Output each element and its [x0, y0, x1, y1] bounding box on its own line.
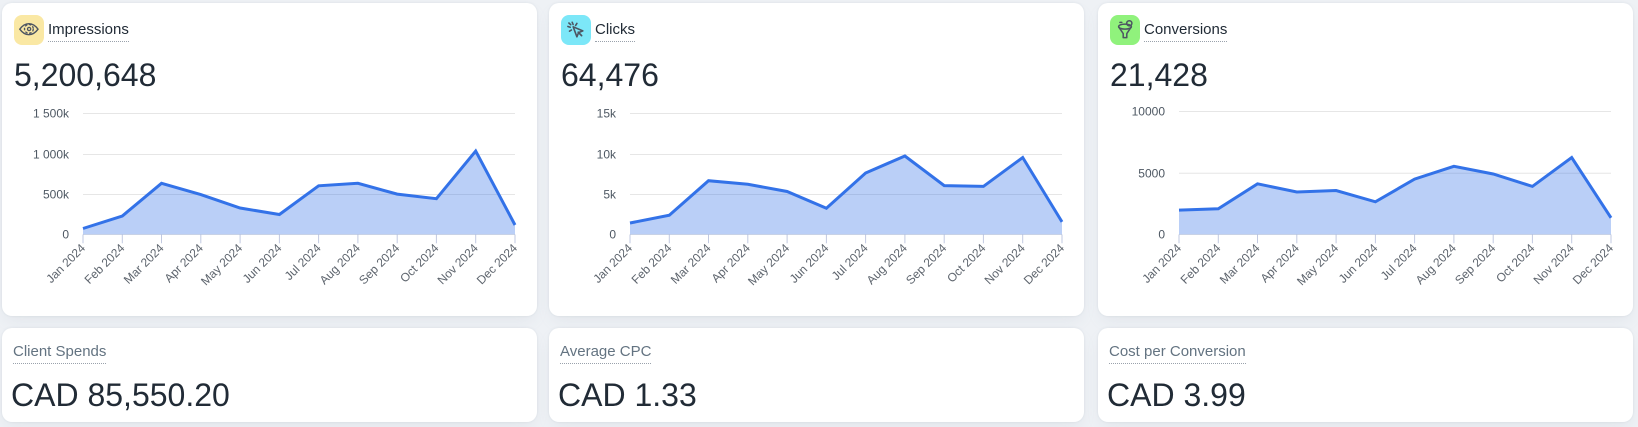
svg-text:Dec 2024: Dec 2024: [474, 241, 520, 287]
svg-text:Feb 2024: Feb 2024: [1178, 241, 1224, 287]
svg-text:1 000k: 1 000k: [33, 148, 70, 162]
svg-text:Nov 2024: Nov 2024: [982, 241, 1028, 287]
svg-text:1 500k: 1 500k: [33, 107, 70, 121]
svg-text:May 2024: May 2024: [198, 241, 245, 288]
svg-text:5000: 5000: [1138, 167, 1165, 181]
svg-text:Jan 2024: Jan 2024: [43, 241, 88, 286]
svg-text:Sep 2024: Sep 2024: [356, 241, 402, 287]
svg-text:15k: 15k: [597, 107, 617, 121]
svg-text:Dec 2024: Dec 2024: [1570, 241, 1616, 287]
svg-text:May 2024: May 2024: [745, 241, 792, 288]
svg-text:Feb 2024: Feb 2024: [82, 241, 128, 287]
svg-text:0: 0: [1158, 228, 1165, 242]
svg-text:Aug 2024: Aug 2024: [864, 241, 910, 287]
svg-text:Jan 2024: Jan 2024: [1139, 241, 1184, 286]
svg-text:5k: 5k: [603, 188, 617, 202]
svg-text:Sep 2024: Sep 2024: [1452, 241, 1498, 287]
svg-text:10000: 10000: [1132, 105, 1166, 119]
svg-text:0: 0: [609, 228, 616, 242]
svg-text:Mar 2024: Mar 2024: [121, 241, 167, 287]
svg-text:May 2024: May 2024: [1294, 241, 1341, 288]
svg-text:Sep 2024: Sep 2024: [903, 241, 949, 287]
svg-text:Nov 2024: Nov 2024: [435, 241, 481, 287]
svg-text:Jun 2024: Jun 2024: [240, 241, 285, 286]
svg-text:0: 0: [62, 228, 69, 242]
svg-text:Nov 2024: Nov 2024: [1531, 241, 1577, 287]
svg-text:Dec 2024: Dec 2024: [1021, 241, 1067, 287]
svg-text:Aug 2024: Aug 2024: [1413, 241, 1459, 287]
svg-text:10k: 10k: [597, 148, 617, 162]
svg-text:Mar 2024: Mar 2024: [668, 241, 714, 287]
svg-text:Mar 2024: Mar 2024: [1217, 241, 1263, 287]
svg-text:Jun 2024: Jun 2024: [1336, 241, 1381, 286]
svg-text:500k: 500k: [43, 188, 70, 202]
svg-text:Aug 2024: Aug 2024: [317, 241, 363, 287]
svg-text:Jun 2024: Jun 2024: [787, 241, 832, 286]
svg-text:Feb 2024: Feb 2024: [629, 241, 675, 287]
svg-text:Jan 2024: Jan 2024: [590, 241, 635, 286]
